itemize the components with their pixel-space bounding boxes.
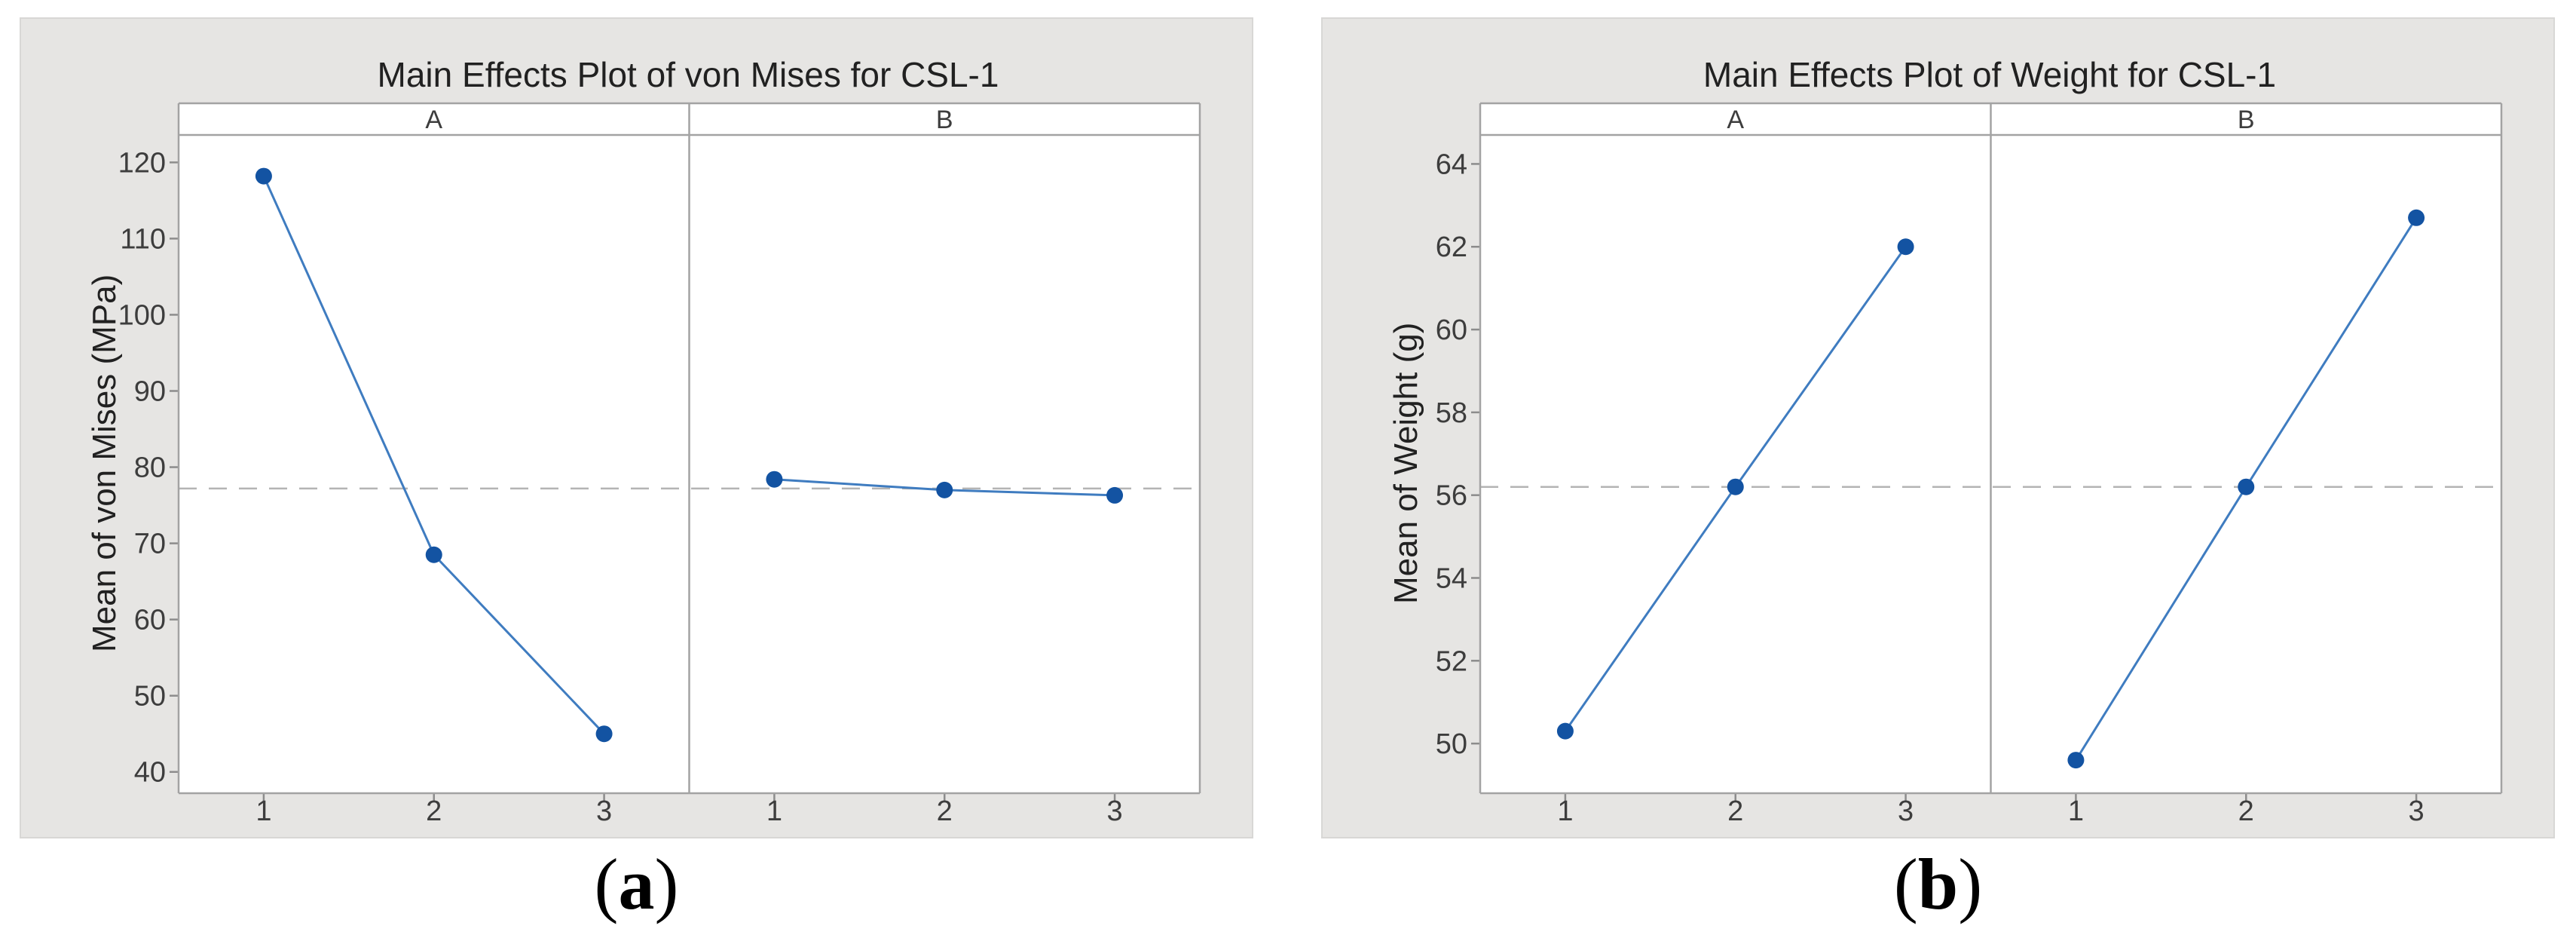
panel-header-label: B	[2238, 106, 2255, 134]
y-tick-label: 50	[134, 681, 166, 713]
caption-open-paren: (	[594, 844, 619, 924]
panel-header-label: A	[1727, 106, 1744, 134]
chart-weight-figure: Main Effects Plot of Weight for CSL-1 Me…	[1321, 17, 2555, 838]
data-point-marker	[595, 725, 613, 743]
y-tick-label: 62	[1436, 231, 1467, 263]
x-tick-label: 1	[255, 795, 271, 827]
data-point-marker	[425, 546, 442, 563]
data-point-marker	[1106, 486, 1124, 504]
y-tick-label: 54	[1436, 562, 1467, 594]
caption-open-paren: (	[1893, 844, 1918, 924]
y-tick-label: 40	[134, 757, 166, 789]
x-tick-label: 2	[426, 795, 442, 827]
caption-letter: b	[1917, 844, 1959, 924]
y-tick-label: 56	[1436, 480, 1467, 512]
chart-title: Main Effects Plot of von Mises for CSL-1	[377, 55, 999, 94]
y-tick-label: 110	[120, 223, 166, 255]
x-tick-label: 3	[1898, 795, 1914, 827]
data-point-marker	[1897, 238, 1914, 256]
chart-title: Main Effects Plot of Weight for CSL-1	[1703, 55, 2277, 94]
data-point-marker	[1727, 478, 1744, 495]
x-tick-label: 1	[2068, 795, 2084, 827]
y-tick-label: 58	[1436, 397, 1467, 429]
caption-close-paren: )	[654, 844, 679, 924]
x-tick-label: 2	[1727, 795, 1743, 827]
y-tick-label: 50	[1436, 728, 1467, 760]
data-point-marker	[936, 481, 953, 498]
caption-b: (b)	[1321, 843, 2555, 926]
x-tick-label: 3	[1107, 795, 1123, 827]
y-tick-label: 100	[118, 299, 166, 331]
x-tick-label: 3	[596, 795, 612, 827]
chart-von-mises-figure: Main Effects Plot of von Mises for CSL-1…	[20, 17, 1253, 838]
y-tick-label: 90	[134, 376, 166, 408]
y-tick-label: 64	[1436, 149, 1467, 180]
y-tick-label: 80	[134, 452, 166, 484]
panel-header-label: A	[425, 106, 442, 134]
caption-close-paren: )	[1958, 844, 1983, 924]
caption-letter: a	[618, 844, 655, 924]
y-tick-label: 120	[118, 147, 166, 179]
y-tick-label: 60	[1436, 314, 1467, 346]
x-tick-label: 2	[937, 795, 953, 827]
data-point-marker	[766, 471, 783, 488]
data-point-marker	[2408, 209, 2425, 226]
data-point-marker	[255, 167, 272, 185]
x-tick-label: 3	[2409, 795, 2425, 827]
y-tick-label: 70	[134, 529, 166, 560]
data-point-marker	[2067, 752, 2085, 769]
caption-a: (a)	[20, 843, 1253, 926]
data-point-marker	[2238, 478, 2255, 495]
x-tick-label: 1	[1557, 795, 1573, 827]
weight-plot-svg: A 1 2 3 B 1 2 3 50 52 54 56 58 60 62 64	[1436, 102, 2503, 827]
y-tick-label: 52	[1436, 645, 1467, 677]
x-tick-label: 2	[2238, 795, 2254, 827]
y-tick-label: 60	[134, 605, 166, 636]
von-mises-plot-svg: A 1 2 3 B 1 2 3 40 50 60 70 80 90 100 110 120	[118, 102, 1201, 827]
data-point-marker	[1556, 722, 1574, 740]
x-tick-label: 1	[766, 795, 782, 827]
panel-header-label: B	[936, 106, 953, 134]
